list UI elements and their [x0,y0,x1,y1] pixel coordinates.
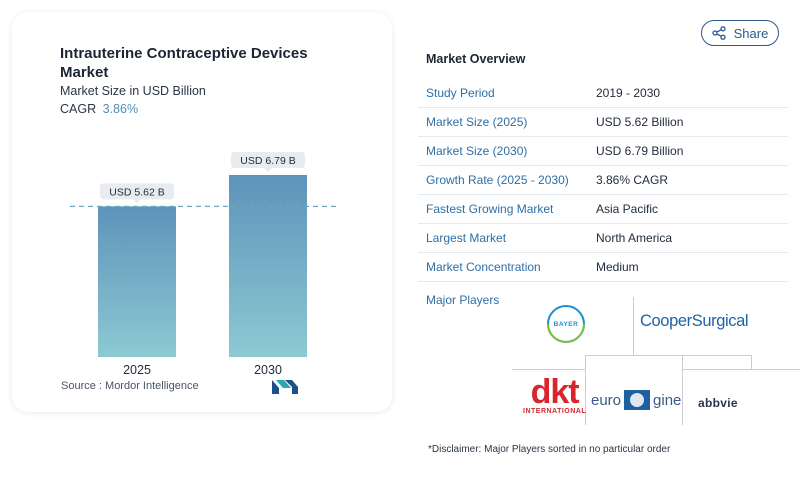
overview-value: 3.86% CAGR [596,173,669,187]
overview-key: Fastest Growing Market [426,202,554,216]
share-icon [711,26,726,40]
bar-2030 [229,175,307,357]
cagr-label: CAGR [60,102,97,116]
source-name: Mordor Intelligence [105,380,199,392]
overview-row: Market Size (2030) USD 6.79 Billion [418,137,788,166]
data-label-bg [231,152,305,168]
overview-key: Market Concentration [426,260,541,274]
overview-row: Largest Market North America [418,224,788,253]
overview-key: Market Size (2030) [426,144,528,158]
source-label: Source : [61,380,102,392]
chart-title: Intrauterine Contraceptive Devices Marke… [60,45,308,81]
coopersurgical-logo-text: CooperSurgical [640,312,749,330]
share-label: Share [733,25,769,41]
coopersurgical-logo: CooperSurgical [640,312,749,331]
major-players-label: Major Players [426,293,500,307]
category-label: 2030 [254,363,282,377]
overview-key: Study Period [426,86,495,100]
cagr-line: CAGR 3.86% [60,102,138,116]
bayer-logo: BAYER [547,305,585,343]
chart-subtitle: Market Size in USD Billion [60,84,206,98]
overview-value: Asia Pacific [596,202,659,216]
overview-row: Market Concentration Medium [418,253,788,282]
cagr-value: 3.86% [102,102,139,116]
bayer-logo-text: BAYER [553,321,579,328]
eurogine-logo-text-left: euro [591,391,622,409]
abbvie-logo: abbvie [698,396,738,410]
overview-row: Fastest Growing Market Asia Pacific [418,195,788,224]
dkt-international-logo: dkt INTERNATIONAL [523,373,587,415]
abbvie-logo-text: abbvie [698,396,738,410]
share-button[interactable]: Share [701,20,779,46]
overview-row: Market Size (2025) USD 5.62 Billion [418,108,788,137]
eurogine-logo: euro gine [591,390,681,410]
bar-2025 [98,206,176,357]
data-label-pointer [133,199,141,204]
overview-value: USD 6.79 Billion [596,144,684,158]
overview-table: Study Period 2019 - 2030 Market Size (202… [418,79,788,282]
dkt-logo-text: dkt [530,373,580,411]
overview-row: Study Period 2019 - 2030 [418,79,788,108]
eurogine-logo-text-right: gine [653,391,682,409]
overview-value: North America [596,231,673,245]
eurogine-mark-icon [624,390,651,410]
bar-chart: USD 5.62 B 2025 USD 6.79 B 2030 [70,152,338,377]
overview-title: Market Overview [426,52,526,66]
source-line: Source : Mordor Intelligence [61,380,199,392]
overview-value: Medium [596,260,639,274]
chart-card [12,12,392,412]
data-label-bg [100,183,174,200]
overview-value: USD 5.62 Billion [596,115,684,129]
overview-row: Growth Rate (2025 - 2030) 3.86% CAGR [418,166,788,195]
disclaimer: *Disclaimer: Major Players sorted in no … [428,444,671,455]
overview-key: Growth Rate (2025 - 2030) [426,173,569,187]
dkt-logo-subtext: INTERNATIONAL [523,408,587,415]
category-label: 2025 [123,363,151,377]
overview-value: 2019 - 2030 [596,86,661,100]
overview-key: Market Size (2025) [426,115,528,129]
data-label-pointer [264,168,272,172]
data-label: USD 5.62 B [109,186,164,198]
overview-key: Largest Market [426,231,507,245]
data-label: USD 6.79 B [240,155,295,167]
mordor-logo-icon [272,380,298,394]
